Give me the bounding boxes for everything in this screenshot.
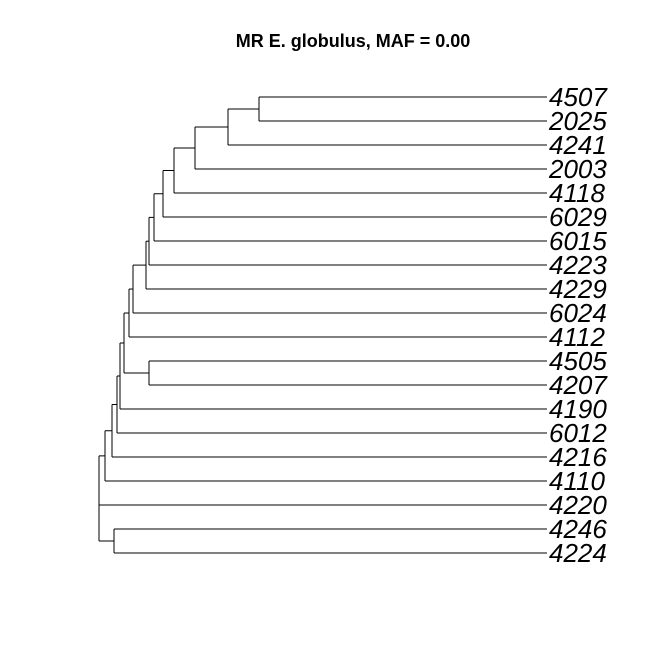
leaf-label-4118: 4118 xyxy=(549,178,605,208)
leaf-labels: 4507202542412003411860296015422342296024… xyxy=(548,82,608,568)
leaf-label-4223: 4223 xyxy=(549,250,607,280)
leaf-label-4507: 4507 xyxy=(549,82,608,112)
leaf-label-6024: 6024 xyxy=(549,298,607,328)
leaf-label-4246: 4246 xyxy=(549,514,607,544)
dendrogram-branches xyxy=(98,96,547,554)
leaf-label-4190: 4190 xyxy=(549,394,607,424)
leaf-label-2003: 2003 xyxy=(548,154,607,184)
leaf-label-4229: 4229 xyxy=(549,274,607,304)
leaf-label-4207: 4207 xyxy=(549,370,608,400)
plot-title: MR E. globulus, MAF = 0.00 xyxy=(236,31,471,51)
leaf-label-6015: 6015 xyxy=(549,226,607,256)
leaf-label-4505: 4505 xyxy=(549,346,607,376)
leaf-label-4110: 4110 xyxy=(549,466,605,496)
leaf-label-4224: 4224 xyxy=(549,538,607,568)
leaf-label-4241: 4241 xyxy=(549,130,607,160)
leaf-label-6012: 6012 xyxy=(549,418,607,448)
leaf-label-4112: 4112 xyxy=(549,322,605,352)
leaf-label-4216: 4216 xyxy=(549,442,607,472)
leaf-label-2025: 2025 xyxy=(548,106,607,136)
leaf-label-6029: 6029 xyxy=(549,202,607,232)
leaf-label-4220: 4220 xyxy=(549,490,607,520)
